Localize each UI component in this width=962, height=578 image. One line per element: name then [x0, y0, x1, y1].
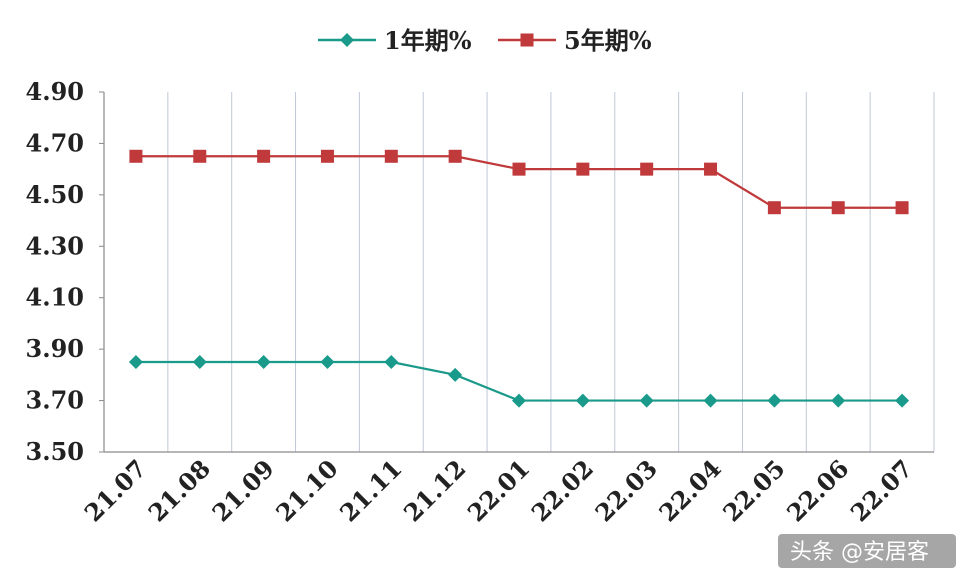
x-tick-label: 21.07	[79, 454, 153, 528]
y-tick-label: 4.90	[26, 77, 84, 106]
legend-item-2: 5年期%	[498, 26, 652, 55]
x-tick-label: 22.04	[653, 454, 727, 528]
data-point-diamond	[340, 33, 354, 47]
x-tick-label: 21.11	[334, 454, 408, 528]
data-point-diamond	[256, 355, 271, 369]
watermark-text: 头条 @安居客	[790, 540, 929, 565]
data-point-square	[512, 162, 526, 176]
data-point-square	[895, 201, 909, 215]
data-point-diamond	[384, 355, 399, 369]
y-tick-label: 4.70	[26, 128, 84, 157]
x-axis-ticks: 21.0721.0821.0921.1021.1121.1222.0122.02…	[79, 454, 919, 528]
data-point-square	[384, 149, 398, 163]
y-tick-label: 3.90	[26, 334, 84, 363]
y-tick-label: 4.50	[26, 180, 84, 209]
data-point-square	[193, 149, 207, 163]
x-tick-label: 22.02	[525, 454, 599, 528]
x-tick-label: 22.01	[462, 454, 536, 528]
series-2	[129, 149, 909, 215]
data-point-diamond	[703, 393, 718, 408]
legend-label: 1年期%	[384, 26, 472, 55]
x-tick-label: 22.03	[589, 454, 663, 528]
watermark-background	[778, 534, 956, 568]
data-point-diamond	[831, 393, 846, 408]
x-tick-label: 22.07	[845, 454, 919, 528]
y-tick-label: 4.10	[26, 283, 84, 312]
data-point-square	[448, 149, 462, 163]
data-point-square	[640, 162, 654, 176]
data-point-square	[257, 149, 271, 163]
data-point-diamond	[192, 355, 207, 369]
data-point-square	[704, 162, 718, 176]
data-point-square	[520, 33, 534, 47]
x-tick-label: 21.10	[270, 454, 344, 528]
data-point-diamond	[895, 393, 910, 408]
data-point-square	[320, 149, 334, 163]
grid-lines	[167, 92, 935, 452]
x-tick-label: 21.12	[398, 454, 472, 528]
legend: 1年期% 5年期%	[318, 26, 652, 55]
axes	[103, 92, 934, 453]
data-point-square	[576, 162, 590, 176]
data-point-diamond	[767, 393, 782, 408]
y-tick-label: 3.70	[26, 386, 84, 415]
series	[128, 149, 910, 408]
data-point-square	[767, 201, 781, 215]
y-axis-ticks: 4.90 4.70 4.50 4.30 4.10 3.90 3.70 3.50	[26, 77, 104, 466]
data-point-diamond	[128, 355, 143, 369]
data-point-diamond	[320, 355, 335, 369]
data-point-diamond	[512, 393, 526, 408]
data-point-square	[831, 201, 845, 215]
x-tick-label: 22.06	[781, 454, 855, 528]
data-point-diamond	[575, 393, 590, 408]
x-tick-label: 21.09	[206, 454, 280, 528]
legend-label: 5年期%	[564, 26, 652, 55]
x-tick-label: 21.08	[142, 454, 216, 528]
data-point-diamond	[448, 367, 463, 382]
watermark: 头条 @安居客	[778, 534, 956, 568]
y-tick-label: 3.50	[26, 437, 84, 466]
x-tick-label: 22.05	[717, 454, 791, 528]
data-point-square	[129, 149, 143, 163]
legend-item-1: 1年期%	[318, 26, 472, 55]
series-1	[128, 355, 910, 408]
y-tick-label: 4.30	[26, 231, 84, 260]
data-point-diamond	[639, 393, 654, 408]
